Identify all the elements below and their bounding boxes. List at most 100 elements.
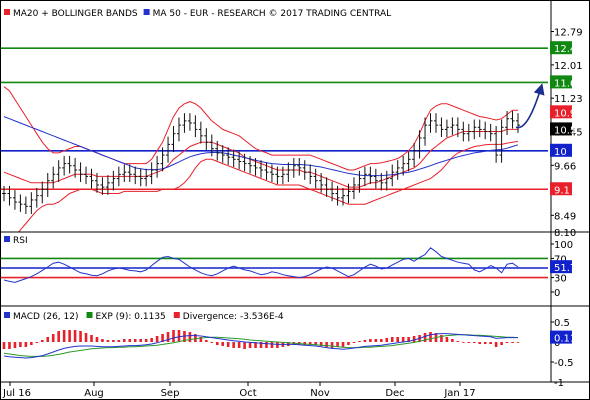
price-bar	[187, 113, 192, 131]
price-bar	[73, 158, 78, 178]
price-bar	[144, 168, 149, 187]
price-bar	[149, 162, 154, 185]
projection-arrow	[515, 83, 545, 129]
divergence-bar	[57, 331, 60, 342]
price-level-label: 10.9	[554, 108, 576, 119]
divergence-bar	[352, 342, 356, 343]
price-bar	[351, 177, 356, 200]
price-bar	[330, 181, 335, 202]
divergence-bar	[215, 342, 219, 345]
price-bar	[171, 125, 176, 153]
price-bar	[105, 175, 110, 195]
price-bar	[313, 168, 318, 189]
price-bar	[220, 145, 225, 163]
divergence-bar	[451, 339, 454, 342]
macd-legend-swatch	[173, 312, 180, 318]
price-level-label-box	[550, 182, 572, 196]
divergence-bar	[456, 341, 460, 342]
price-bar	[56, 160, 61, 182]
x-tick-label: Sep	[161, 388, 180, 399]
price-bar	[450, 117, 455, 135]
price-level-label: 12.4	[554, 44, 576, 55]
price-bar	[215, 140, 220, 161]
rsi-y-tick-label: 30	[554, 274, 567, 285]
price-bar	[100, 177, 105, 195]
price-level-label-box	[550, 41, 572, 55]
divergence-bar	[363, 340, 367, 342]
price-bar	[127, 164, 132, 182]
divergence-bar	[472, 342, 476, 343]
price-y-tick-label: 8.49	[554, 211, 576, 222]
price-bar	[401, 155, 406, 176]
divergence-bar	[188, 332, 192, 342]
divergence-bar	[161, 334, 164, 342]
divergence-bar	[62, 330, 66, 342]
rsi-series-line	[3, 247, 519, 283]
price-bar	[111, 170, 116, 191]
price-bar	[483, 121, 488, 140]
divergence-bar	[505, 342, 509, 343]
macd-legend-text: Divergence: -3.536E-4	[183, 312, 284, 322]
price-bar	[155, 155, 160, 178]
divergence-bar	[24, 342, 28, 347]
x-tick-label: Oct	[239, 388, 256, 399]
rsi-value-label-box	[550, 260, 572, 274]
price-bar	[477, 119, 482, 138]
price-bar	[390, 164, 395, 187]
divergence-bar	[172, 330, 175, 342]
price-bar	[193, 115, 198, 138]
divergence-bar	[396, 337, 400, 342]
divergence-bar	[483, 342, 487, 344]
price-bar	[51, 166, 56, 189]
price-bar	[89, 168, 94, 189]
price-bar	[379, 173, 384, 191]
divergence-bar	[112, 340, 115, 342]
divergence-bar	[232, 342, 235, 348]
divergence-bar	[440, 335, 443, 342]
divergence-bar	[358, 341, 361, 342]
price-y-tick-label: 8.10	[554, 228, 576, 239]
price-bar	[182, 113, 187, 133]
divergence-bar	[84, 333, 88, 342]
price-bar	[324, 177, 329, 197]
divergence-bar	[101, 339, 104, 342]
divergence-bar	[226, 342, 230, 347]
divergence-bar	[489, 342, 492, 344]
price-legend-swatch	[143, 9, 150, 15]
price-bar	[160, 147, 165, 172]
divergence-bar	[314, 342, 317, 345]
price-bar	[444, 119, 449, 138]
divergence-bar	[90, 335, 93, 342]
price-bar	[280, 166, 285, 185]
macd-legend-text: EXP (9): 0.1135	[96, 312, 166, 322]
divergence-bar	[330, 342, 334, 348]
price-level-label-box	[550, 143, 572, 157]
x-tick-label: Aug	[84, 388, 104, 399]
price-bar	[368, 166, 373, 185]
price-bar	[499, 119, 504, 163]
price-bar	[12, 190, 17, 210]
x-tick-label: Dec	[385, 388, 404, 399]
divergence-bar	[303, 342, 307, 345]
divergence-bar	[462, 342, 465, 343]
divergence-bar	[155, 336, 159, 342]
rsi-legend-swatch	[4, 236, 10, 242]
macd-y-tick-label: -0.5	[554, 358, 574, 369]
divergence-bar	[385, 338, 389, 342]
divergence-bar	[276, 342, 279, 348]
price-bar	[67, 155, 72, 174]
price-bar	[319, 173, 324, 193]
macd-exp-line	[3, 334, 519, 357]
price-bar	[138, 168, 143, 187]
price-bar	[412, 143, 417, 168]
divergence-bar	[237, 342, 241, 348]
price-bar	[204, 128, 209, 150]
price-bar	[472, 119, 477, 140]
macd-value-label-box	[550, 330, 572, 344]
divergence-bar	[122, 339, 126, 342]
divergence-bar	[467, 342, 471, 343]
price-bar	[122, 164, 127, 182]
macd-legend-swatch	[86, 312, 93, 318]
